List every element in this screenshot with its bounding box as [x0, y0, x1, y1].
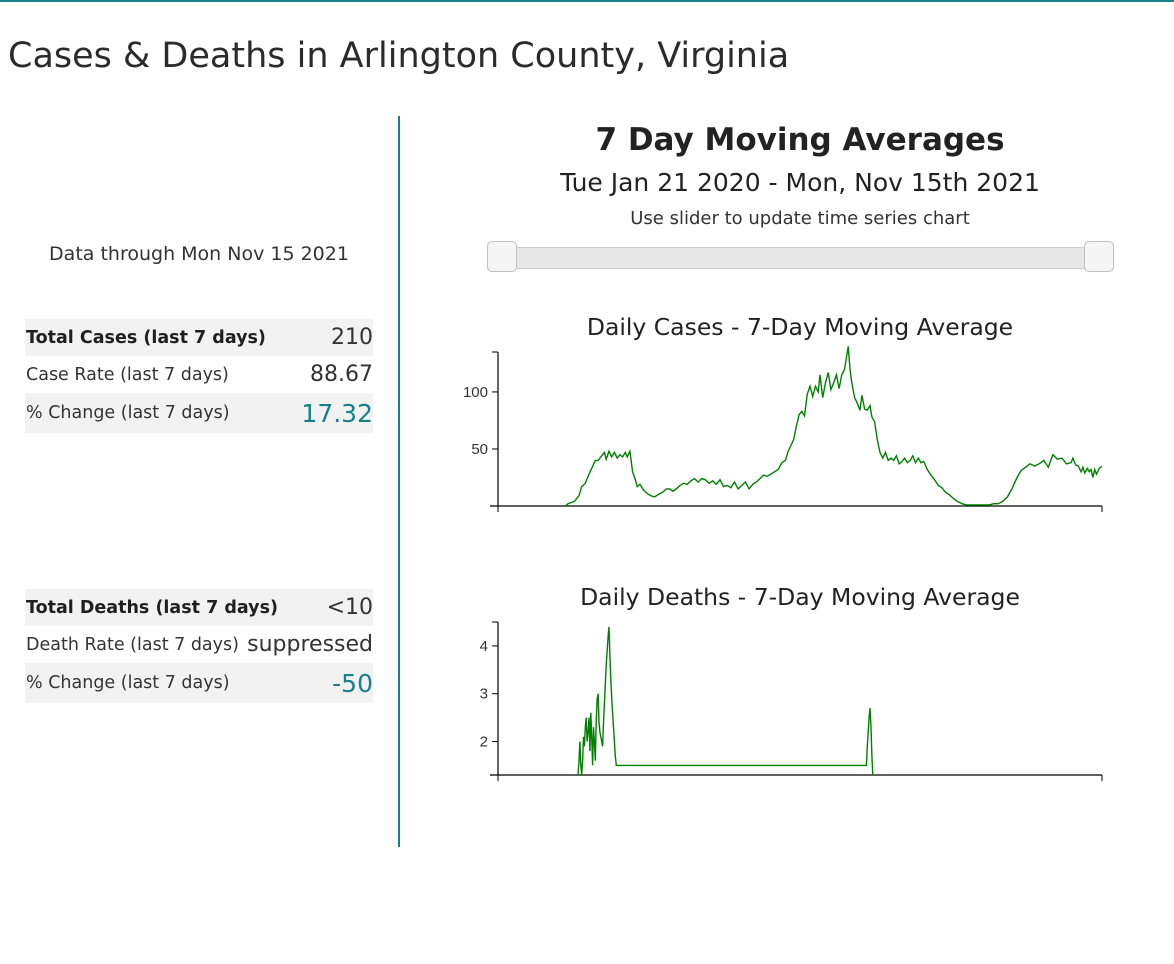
total-deaths-row: Total Deaths (last 7 days) <10	[25, 589, 373, 626]
case-rate-row: Case Rate (last 7 days) 88.67	[25, 356, 373, 393]
slider-end-handle[interactable]	[1084, 241, 1114, 272]
moving-averages-title: 7 Day Moving Averages	[595, 122, 1005, 158]
cases-series-line	[564, 346, 1103, 507]
deaths-chart-title: Daily Deaths - 7-Day Moving Average	[580, 583, 1020, 611]
total-cases-value: 210	[331, 325, 373, 350]
slider-start-handle[interactable]	[487, 241, 517, 272]
deaths-y-tick-label: 2	[480, 734, 488, 751]
total-deaths-value: <10	[326, 595, 373, 620]
total-deaths-label: Total Deaths (last 7 days)	[26, 597, 279, 618]
top-border	[0, 0, 1174, 2]
case-rate-value: 88.67	[310, 362, 373, 387]
case-change-row: % Change (last 7 days) 17.32	[25, 393, 373, 433]
case-rate-label: Case Rate (last 7 days)	[26, 364, 229, 385]
total-cases-label: Total Cases (last 7 days)	[26, 327, 266, 348]
deaths-summary-table: Total Deaths (last 7 days) <10 Death Rat…	[25, 589, 373, 703]
total-cases-row: Total Cases (last 7 days) 210	[25, 319, 373, 356]
deaths-y-tick-label: 3	[480, 686, 488, 703]
death-rate-label: Death Rate (last 7 days)	[26, 634, 239, 655]
case-change-label: % Change (last 7 days)	[26, 403, 230, 423]
death-change-label: % Change (last 7 days)	[26, 673, 230, 693]
deaths-y-tick-label: 4	[480, 638, 488, 655]
case-change-value: 17.32	[301, 398, 373, 428]
death-rate-value: suppressed	[247, 632, 373, 657]
date-range: Tue Jan 21 2020 - Mon, Nov 15th 2021	[560, 168, 1040, 197]
death-change-value: -50	[332, 668, 373, 698]
column-divider	[398, 116, 400, 847]
page-title: Cases & Deaths in Arlington County, Virg…	[8, 36, 790, 76]
cases-y-tick-label: 50	[471, 441, 488, 458]
cases-chart-title: Daily Cases - 7-Day Moving Average	[586, 313, 1014, 341]
death-rate-row: Death Rate (last 7 days) suppressed	[25, 626, 373, 663]
slider-hint: Use slider to update time series chart	[630, 208, 970, 229]
cases-y-tick-label: 100	[463, 384, 488, 401]
deaths-series-line	[577, 626, 874, 776]
data-through-label: Data through Mon Nov 15 2021	[49, 243, 349, 265]
death-change-row: % Change (last 7 days) -50	[25, 663, 373, 703]
cases-summary-table: Total Cases (last 7 days) 210 Case Rate …	[25, 319, 373, 433]
